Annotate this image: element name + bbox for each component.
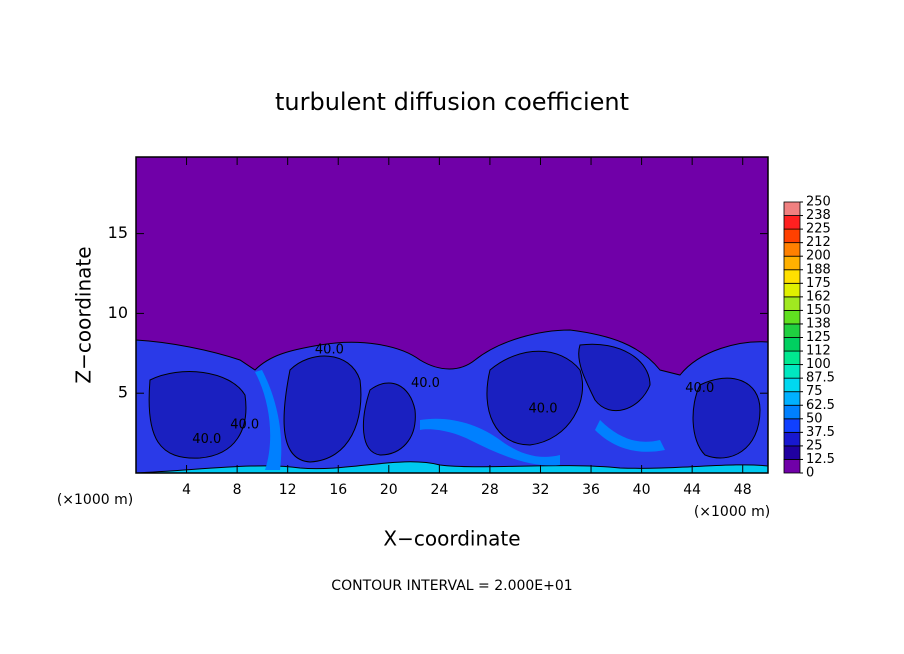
y-tick-label: 10 [108,303,128,322]
field-cell [578,343,651,412]
contour-label: 40.0 [529,402,558,417]
colorbar-band [783,282,801,298]
colorbar-tick-label: 188 [806,262,831,277]
field-cell [692,377,761,459]
colorbar-tick-label: 112 [806,344,831,359]
contour-label: 40.0 [411,376,440,391]
contour-label: 40.0 [315,343,344,358]
x-tick-label: 40 [633,482,651,498]
y-tick-label: 5 [118,383,128,402]
colorbar-band [783,350,801,365]
colorbar-tick-label: 238 [806,208,831,223]
colorbar-band [783,431,801,447]
field-cell [148,371,247,459]
colorbar-band [783,255,801,271]
field-cell [486,350,584,446]
field-streak [255,370,282,470]
colorbar-tick-label: 37.5 [806,425,835,440]
colorbar-tick-label: 200 [806,249,831,264]
colorbar-band [783,418,801,433]
colorbar-band [783,296,801,311]
x-tick-label: 4 [182,482,191,498]
colorbar-band [783,391,801,406]
y-axis-label: Z−coordinate [72,246,96,383]
colorbar-tick-label: 162 [806,289,831,304]
colorbar-tick-label: 250 [806,195,831,210]
colorbar-tick-label: 50 [806,411,823,426]
colorbar-band [783,377,801,393]
colorbar-tick-label: 100 [806,357,831,372]
colorbar-band [783,445,801,460]
contour-label: 40.0 [230,418,259,433]
colorbar-tick-label: 150 [806,303,831,318]
x-tick-label: 16 [329,482,347,498]
x-tick-label: 36 [582,482,600,498]
colorbar-tick-label: 212 [806,235,831,250]
colorbar-tick-label: 12.5 [806,452,835,467]
x-tick-label: 8 [233,482,242,498]
x-tick-label: 12 [279,482,297,498]
x-tick-label: 44 [683,482,701,498]
plot-frame [135,156,769,474]
contour-label: 40.0 [685,381,714,396]
field-cell [283,355,362,463]
colorbar-tick-label: 0 [806,466,814,481]
x-tick-label: 28 [481,482,499,498]
colorbar-tick-label: 87.5 [806,371,835,386]
field-streak [420,418,560,466]
colorbar-tick-label: 225 [806,222,831,237]
colorbar-band [783,323,801,338]
colorbar-band [783,337,801,352]
contour-label: 40.0 [192,432,221,447]
field-cell [362,382,416,456]
field-streak [135,461,769,474]
x-tick-label: 20 [380,482,398,498]
colorbar-band [783,201,801,216]
colorbar-band [783,242,801,257]
colorbar-tick-label: 75 [806,384,823,399]
colorbar-tick-label: 138 [806,316,831,331]
colorbar-tick-label: 125 [806,330,831,345]
colorbar-tick-label: 175 [806,276,831,291]
chart-title: turbulent diffusion coefficient [275,88,629,116]
field [135,157,769,474]
colorbar-band [783,309,801,325]
colorbar-tick-label: 25 [806,438,823,453]
x-unit-label: (×1000 m) [694,504,770,520]
colorbar-band [783,269,801,284]
y-tick-label: 15 [108,223,128,242]
colorbar-band [783,228,801,244]
footnote: CONTOUR INTERVAL = 2.000E+01 [331,578,572,594]
field-streak [595,420,665,452]
colorbar-tick-label: 62.5 [806,398,835,413]
x-tick-label: 24 [430,482,448,498]
x-tick-label: 48 [734,482,752,498]
colorbar-band [783,459,801,474]
x-unit-label: (×1000 m) [57,492,133,508]
colorbar-band [783,404,801,420]
x-tick-label: 32 [532,482,550,498]
colorbar-band [783,215,801,230]
x-axis-label: X−coordinate [383,527,520,551]
colorbar-band [783,364,801,379]
